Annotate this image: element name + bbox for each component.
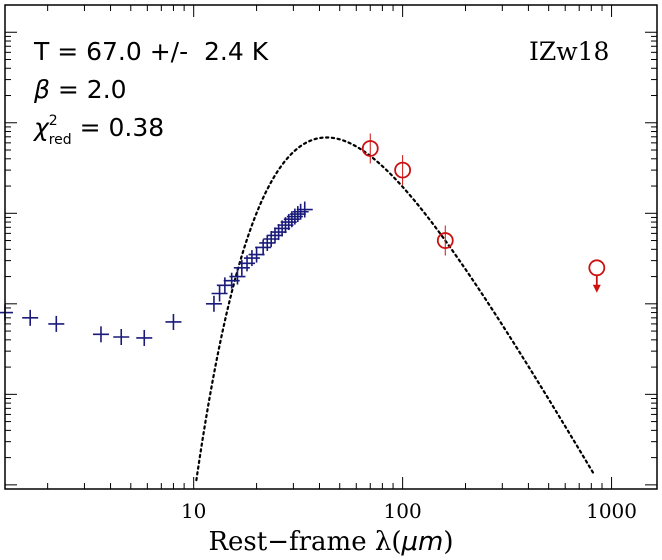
beta-value: = 2.0 [50,75,127,104]
photometry-point [211,285,228,302]
photometry-point [270,224,287,241]
object-name: IZw18 [529,37,609,66]
photometry-point [248,246,265,263]
x-tick-labels: 10 100 1000 [181,499,637,523]
photometry-point [296,201,313,218]
upper-limit-point [588,259,606,293]
fir-point [361,133,379,164]
photometry-point [255,239,272,256]
temperature-annotation: T = 67.0 +/- 2.4 K [33,37,269,66]
x-axis-label-text: Rest−frame λ( [208,527,401,557]
plot-frame [4,4,658,490]
photometry-point [263,231,280,248]
model-curve [195,136,596,482]
beta-annotation: β = 2.0 [33,75,127,104]
photometry-point [292,203,309,220]
chi-superscript: 2 [49,113,58,129]
photometry-point [229,268,246,285]
x-tick-label: 1000 [586,499,637,523]
photometry-point [205,295,222,312]
photometry-point [113,328,130,345]
chi-subscript: red [49,132,72,148]
x-axis-label-close: ) [443,527,453,557]
photometry-point [136,329,153,346]
photometry-point [48,315,65,332]
chi-value: = 0.38 [72,113,165,142]
fir-point [436,225,454,256]
x-tick-label: 100 [384,499,422,523]
photometry-point [259,234,276,251]
x-axis-label: Rest−frame λ(μm) [208,527,453,557]
beta-symbol: β [33,75,50,104]
photometry-point [22,309,39,326]
fir-point [394,155,412,186]
data-points [0,133,606,346]
chi-symbol: χ [32,113,50,142]
photometry-point [274,220,291,237]
x-axis-label-unit: μm [401,527,444,557]
chi-annotation: χ2 red = 0.38 [32,113,164,148]
photometry-point [266,227,283,244]
x-tick-label: 10 [181,499,206,523]
photometry-point [92,326,109,343]
photometry-point [165,313,182,330]
